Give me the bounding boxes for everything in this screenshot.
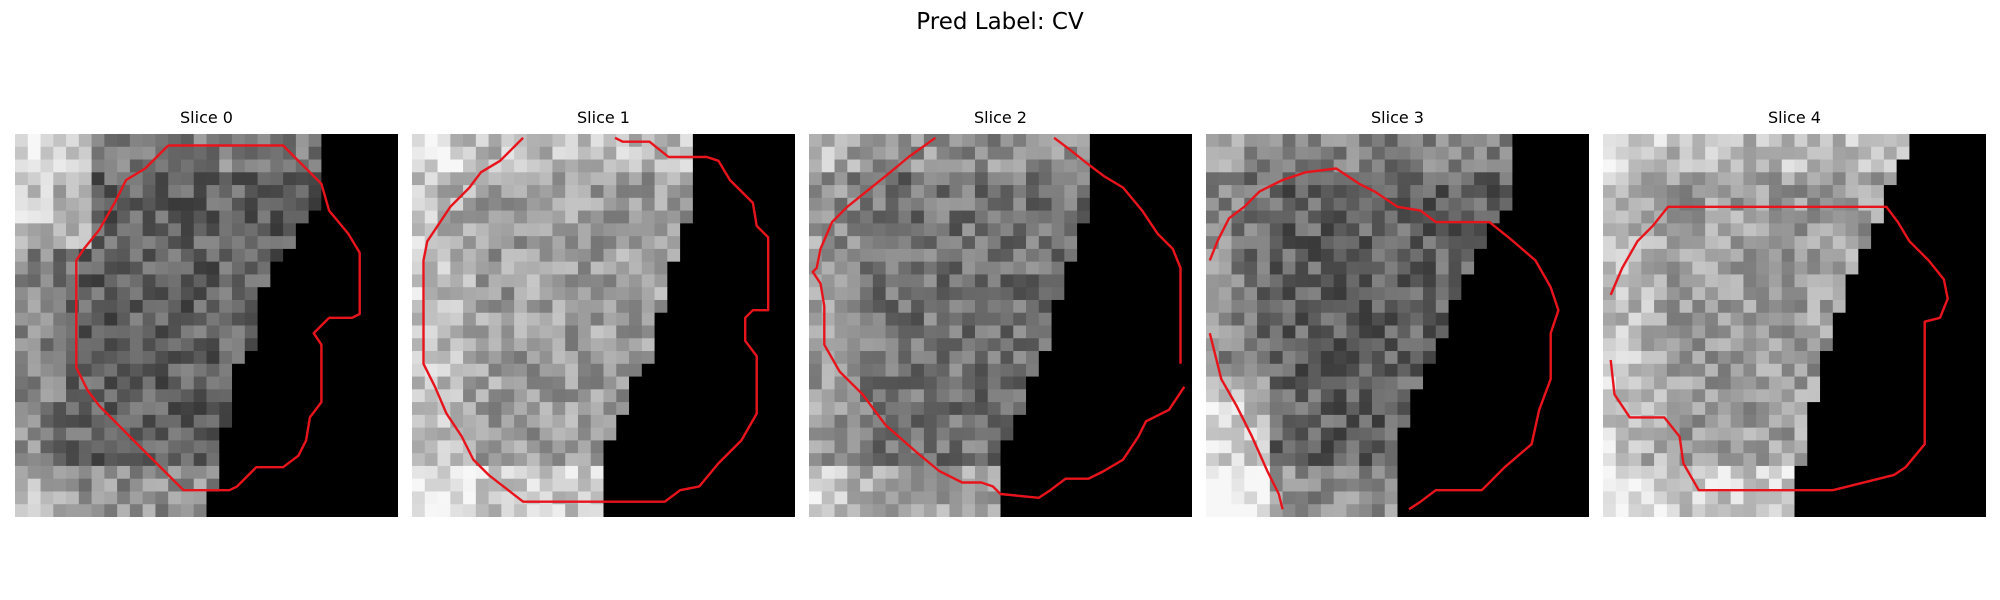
slice-2-image: [809, 134, 1192, 517]
slice-3-image: [1206, 134, 1589, 517]
slice-1-title: Slice 1: [577, 108, 630, 127]
slice-0-title: Slice 0: [180, 108, 233, 127]
slice-2-title: Slice 2: [974, 108, 1027, 127]
slice-0-image: [15, 134, 398, 517]
segmentation-contour: [1208, 167, 1560, 511]
segmentation-contour: [1053, 136, 1182, 364]
slice-1-image: [412, 134, 795, 517]
segmentation-contour: [422, 136, 770, 503]
segmentation-contour: [1609, 205, 1949, 492]
segmentation-contour: [75, 144, 361, 492]
slice-3-title: Slice 3: [1371, 108, 1424, 127]
slice-4-image: [1603, 134, 1986, 517]
figure-title: Pred Label: CV: [916, 9, 1084, 35]
segmentation-contour: [811, 136, 1186, 499]
slice-4-title: Slice 4: [1768, 108, 1821, 127]
segmentation-contour: [1208, 332, 1284, 510]
